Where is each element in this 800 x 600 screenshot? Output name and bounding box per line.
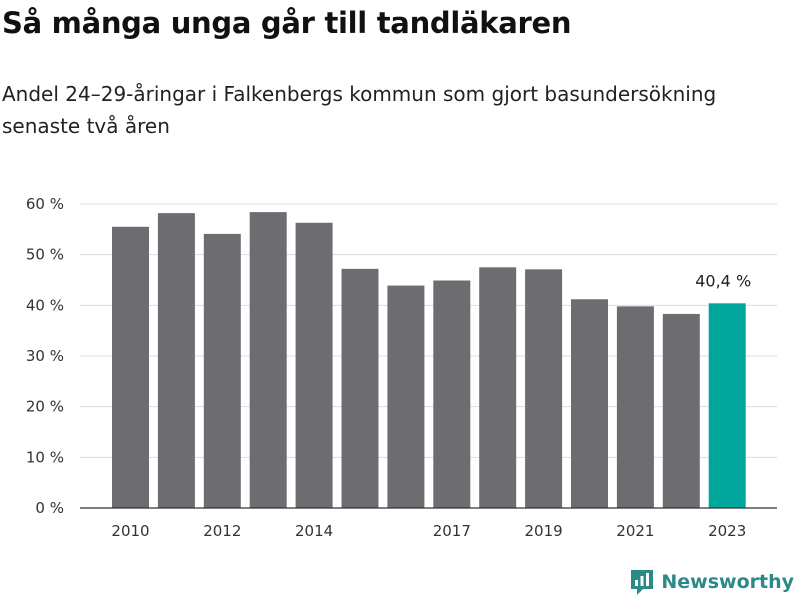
bars [112, 212, 746, 509]
x-tick-label: 2012 [203, 522, 241, 540]
bar [157, 213, 195, 508]
bar [295, 222, 333, 508]
x-tick-label: 2014 [295, 522, 333, 540]
y-tick-label: 40 % [26, 296, 64, 314]
x-tick-label: 2017 [433, 522, 471, 540]
bar [479, 267, 517, 508]
brand-name: Newsworthy [661, 571, 794, 593]
bar [662, 313, 700, 508]
y-tick-label: 50 % [26, 246, 64, 264]
bar [387, 285, 425, 508]
brand-logo: Newsworthy [629, 568, 794, 596]
x-tick-label: 2021 [616, 522, 654, 540]
bar [433, 280, 471, 508]
gridlines [80, 203, 777, 458]
chart-subtitle: Andel 24–29-åringar i Falkenbergs kommun… [2, 82, 717, 138]
bar [112, 226, 149, 509]
x-tick-label: 2023 [708, 522, 746, 540]
bar [203, 233, 241, 509]
newsworthy-bars-icon [631, 570, 654, 595]
chart-title: Så många unga går till tandläkaren [2, 6, 572, 40]
y-tick-label: 60 % [26, 195, 64, 213]
y-tick-label: 30 % [26, 347, 64, 365]
bar [616, 306, 654, 508]
x-tick-label: 2019 [525, 522, 563, 540]
bar [249, 212, 287, 508]
y-tick-label: 0 % [35, 499, 64, 517]
y-tick-label: 10 % [26, 448, 64, 466]
bar [525, 269, 563, 508]
bar [708, 303, 746, 508]
highlight-value-label: 40,4 % [695, 271, 751, 290]
bar [341, 268, 379, 508]
y-tick-label: 20 % [26, 398, 64, 416]
labels: 0 % 10 % 20 % 30 % 40 % 50 % 60 % 2010 2012 2014 2… [26, 195, 751, 540]
x-tick-label: 2010 [111, 522, 149, 540]
bar [571, 299, 608, 508]
